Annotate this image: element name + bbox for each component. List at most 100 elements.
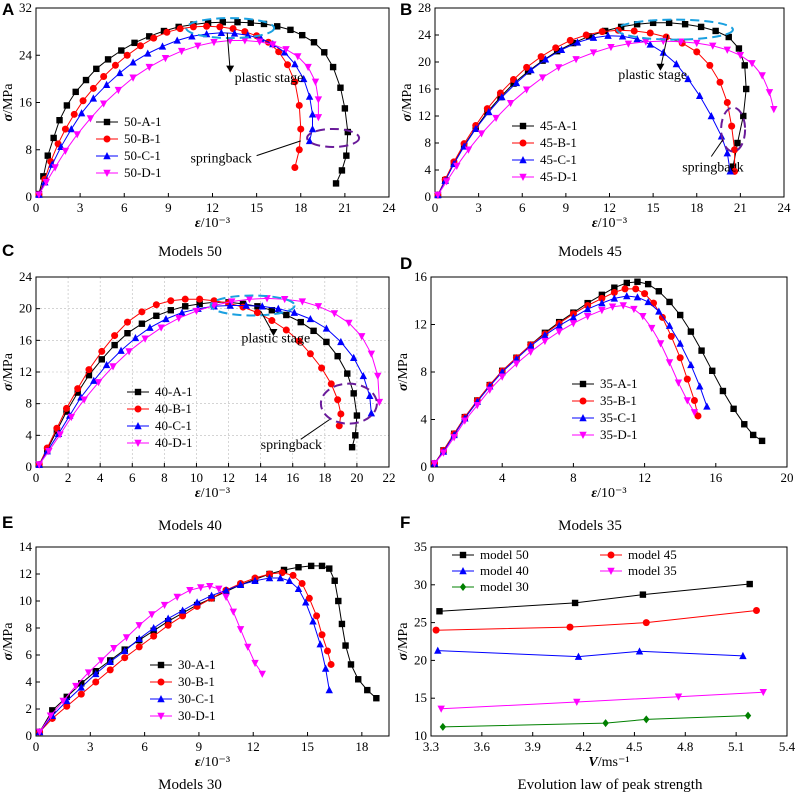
data-point [352, 432, 359, 439]
data-point [268, 317, 276, 325]
y-tick-label: 16 [19, 95, 33, 110]
x-tick-label: 3 [87, 739, 94, 754]
data-point [234, 18, 241, 26]
data-point [486, 386, 494, 394]
data-point [344, 370, 351, 377]
data-point [251, 659, 259, 668]
data-point [193, 598, 201, 606]
data-point [53, 424, 61, 432]
y-tick-label: 20 [414, 652, 427, 667]
y-tick-label: 4 [425, 162, 432, 177]
data-point [106, 657, 114, 665]
data-point [50, 134, 57, 142]
y-axis-unit: /MPa [1, 352, 16, 383]
x-tick-label: 4.5 [626, 739, 642, 754]
data-point [623, 279, 630, 287]
data-point [364, 686, 371, 694]
x-axis-label: V/ms⁻¹ [588, 755, 629, 770]
data-point [624, 40, 633, 48]
series-line [434, 288, 699, 464]
x-axis-unit: /10⁻³ [597, 486, 626, 501]
x-axis-unit: /10⁻³ [201, 486, 230, 501]
data-point [276, 574, 285, 582]
data-point [746, 580, 753, 588]
y-tick-label: 4 [26, 427, 33, 442]
arrow-head [226, 65, 235, 73]
y-axis-label: σ/MPa [1, 352, 16, 391]
data-point [573, 698, 581, 706]
data-point [338, 167, 346, 174]
data-point [196, 300, 203, 308]
data-point [314, 303, 323, 311]
data-point [646, 40, 654, 48]
data-point [251, 576, 259, 584]
data-point [598, 307, 606, 315]
data-point [608, 303, 617, 311]
data-point [330, 310, 339, 318]
data-point [90, 376, 98, 384]
data-point [569, 313, 578, 321]
data-point [268, 307, 276, 314]
y-axis-symbol: σ [400, 113, 415, 121]
data-point [539, 57, 546, 64]
data-point [741, 62, 748, 69]
data-point [632, 285, 640, 293]
data-point [62, 404, 70, 412]
panel-label-d: D [400, 254, 413, 273]
data-point [258, 670, 266, 678]
data-point [123, 318, 131, 326]
series-line [434, 304, 695, 464]
data-point [164, 621, 172, 629]
y-tick-label: 10 [414, 728, 427, 743]
data-point [684, 74, 692, 83]
data-point [696, 382, 704, 390]
x-axis-label: ε/10⁻³ [195, 755, 230, 770]
y-axis-label: σ/MPa [396, 622, 411, 661]
y-tick-label: 0 [26, 189, 33, 204]
legend-marker [134, 422, 142, 430]
data-point [347, 661, 355, 668]
data-point [335, 597, 342, 605]
y-axis-symbol: σ [1, 652, 16, 660]
data-point [697, 23, 705, 31]
data-point [649, 19, 657, 27]
data-point [56, 117, 63, 124]
data-point [219, 18, 226, 26]
data-point [538, 74, 547, 82]
data-point [693, 39, 701, 48]
data-point [49, 707, 56, 714]
data-point [473, 402, 481, 410]
data-point [498, 373, 506, 381]
legend-marker [579, 431, 587, 439]
data-point [343, 152, 350, 159]
data-point [283, 311, 290, 319]
data-point [215, 585, 223, 593]
y-tick-label: 16 [418, 81, 432, 96]
data-point [557, 45, 566, 54]
x-tick-label: 5.1 [728, 739, 744, 754]
y-tick-label: 8 [425, 135, 432, 150]
data-point [450, 434, 458, 442]
legend-marker [459, 583, 467, 591]
x-tick-label: 21 [734, 200, 747, 215]
data-point [274, 23, 281, 30]
data-point [148, 611, 156, 619]
data-point [598, 294, 606, 302]
data-point [434, 191, 442, 199]
data-point [703, 402, 711, 410]
data-point [644, 280, 652, 288]
data-point [695, 91, 704, 99]
data-point [648, 324, 656, 333]
data-point [305, 136, 314, 145]
x-tick-label: 18 [318, 470, 331, 485]
data-point [255, 38, 264, 46]
data-point [541, 331, 549, 339]
data-point [582, 31, 590, 39]
data-point [674, 379, 683, 387]
y-tick-label: 8 [26, 396, 33, 411]
data-point [554, 64, 563, 72]
data-point [167, 297, 175, 305]
data-point [555, 328, 563, 336]
data-point [102, 80, 111, 88]
legend-entry: 45-D-1 [540, 169, 578, 184]
